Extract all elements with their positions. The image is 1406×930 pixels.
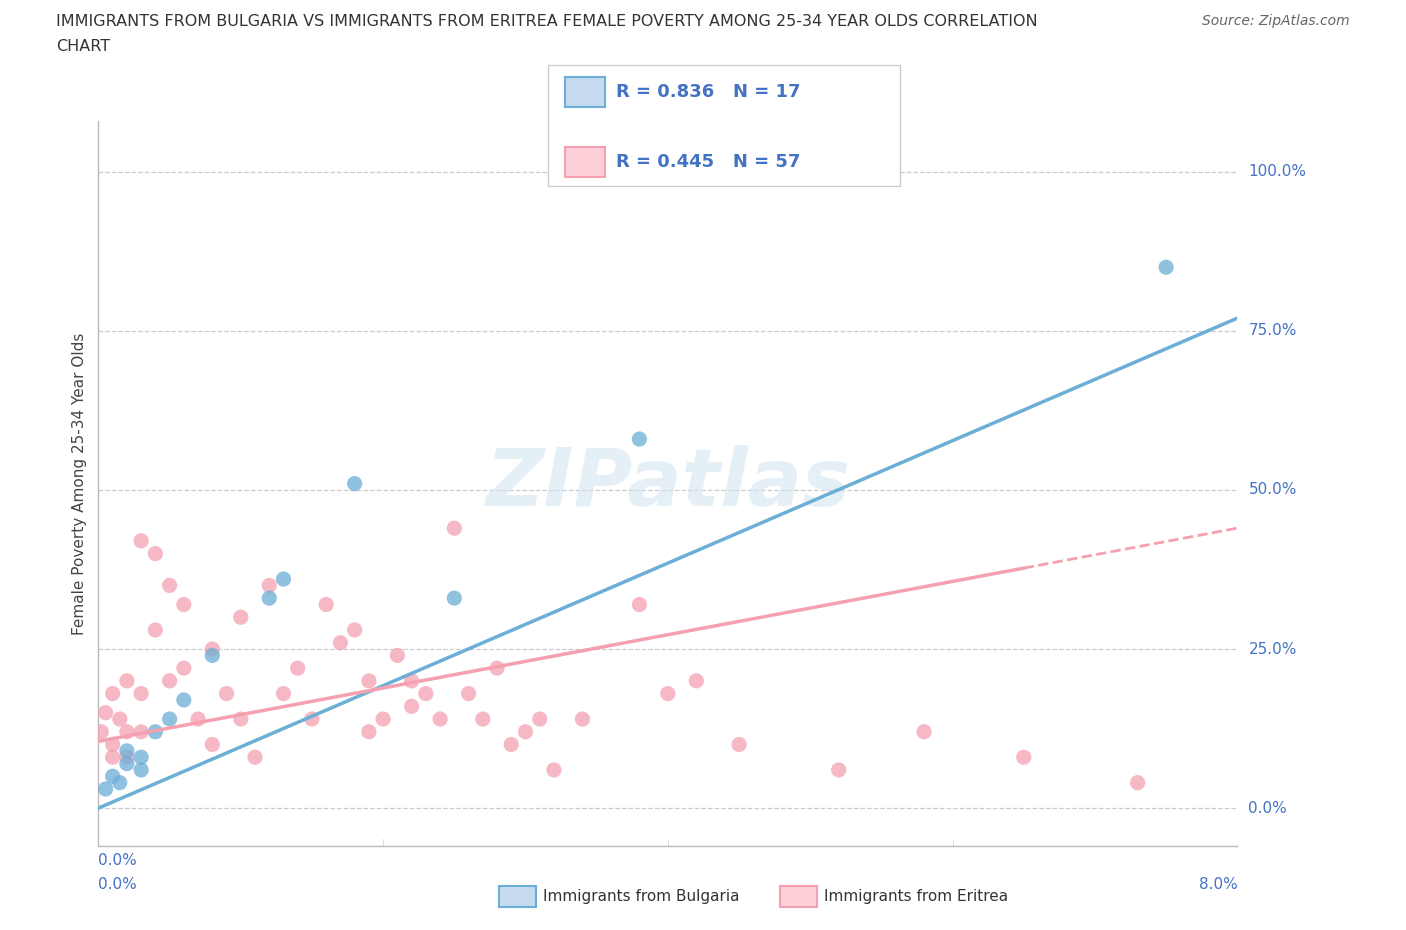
Point (159, 673, 181, 688)
Point (628, 597, 651, 612)
Text: 0.0%: 0.0% (98, 877, 138, 892)
Point (912, 724, 935, 739)
Text: CHART: CHART (56, 39, 110, 54)
Point (628, 432, 651, 446)
Point (108, 776, 131, 790)
Text: 8.0%: 8.0% (1198, 877, 1237, 892)
Point (315, 597, 337, 612)
Point (443, 591, 465, 605)
Point (357, 673, 380, 688)
Text: IMMIGRANTS FROM BULGARIA VS IMMIGRANTS FROM ERITREA FEMALE POVERTY AMONG 25-34 Y: IMMIGRANTS FROM BULGARIA VS IMMIGRANTS F… (56, 14, 1038, 29)
Text: 0.0%: 0.0% (98, 853, 138, 868)
Point (401, 673, 423, 688)
Point (101, 737, 124, 752)
Point (229, 610, 252, 625)
Point (145, 622, 167, 637)
Point (94, 781, 117, 796)
Text: 50.0%: 50.0% (1249, 483, 1296, 498)
Text: R = 0.836   N = 17: R = 0.836 N = 17 (616, 83, 800, 101)
Point (145, 724, 167, 739)
Point (115, 750, 138, 764)
Point (115, 673, 138, 688)
Point (486, 660, 509, 675)
Point (1126, 776, 1149, 790)
Point (101, 750, 124, 764)
Point (145, 546, 167, 561)
Point (173, 693, 195, 708)
Point (515, 724, 537, 739)
Point (94, 705, 117, 720)
Point (101, 769, 124, 784)
Text: Source: ZipAtlas.com: Source: ZipAtlas.com (1202, 14, 1350, 28)
Point (90, 724, 112, 739)
Point (273, 572, 295, 587)
Point (685, 673, 707, 688)
Y-axis label: Female Poverty Among 25-34 Year Olds: Female Poverty Among 25-34 Year Olds (72, 332, 87, 635)
Point (543, 763, 565, 777)
Point (243, 750, 266, 764)
Text: 100.0%: 100.0% (1249, 165, 1306, 179)
Text: R = 0.445   N = 57: R = 0.445 N = 57 (616, 153, 800, 171)
Point (129, 724, 152, 739)
Point (201, 642, 224, 657)
Point (173, 597, 195, 612)
Point (471, 711, 494, 726)
Point (215, 686, 238, 701)
Point (401, 698, 423, 713)
Point (129, 686, 152, 701)
Point (357, 724, 380, 739)
Point (501, 737, 523, 752)
Point (343, 622, 366, 637)
Point (529, 711, 551, 726)
Point (273, 686, 295, 701)
Point (159, 578, 181, 592)
Point (657, 686, 679, 701)
Point (457, 686, 479, 701)
Point (1012, 750, 1035, 764)
Point (201, 648, 224, 663)
Point (287, 660, 309, 675)
Point (728, 737, 751, 752)
Point (108, 711, 131, 726)
Point (415, 686, 437, 701)
Point (371, 711, 394, 726)
Text: Immigrants from Eritrea: Immigrants from Eritrea (824, 889, 1008, 904)
Point (173, 660, 195, 675)
Point (571, 711, 593, 726)
Point (129, 750, 152, 764)
Text: 75.0%: 75.0% (1249, 324, 1296, 339)
Point (187, 711, 209, 726)
Point (129, 534, 152, 549)
Point (301, 711, 323, 726)
Point (429, 711, 451, 726)
Point (115, 724, 138, 739)
Point (259, 591, 281, 605)
Text: ZIPatlas: ZIPatlas (485, 445, 851, 523)
Text: Immigrants from Bulgaria: Immigrants from Bulgaria (543, 889, 740, 904)
Point (201, 737, 224, 752)
Point (129, 763, 152, 777)
Point (229, 711, 252, 726)
Point (159, 711, 181, 726)
Point (828, 763, 851, 777)
Point (259, 578, 281, 592)
Point (329, 635, 352, 650)
Point (387, 648, 409, 663)
Point (1154, 259, 1177, 274)
Text: 0.0%: 0.0% (1249, 801, 1286, 816)
Point (115, 756, 138, 771)
Point (443, 521, 465, 536)
Point (101, 686, 124, 701)
Point (343, 476, 366, 491)
Text: 25.0%: 25.0% (1249, 642, 1296, 657)
Point (115, 743, 138, 758)
